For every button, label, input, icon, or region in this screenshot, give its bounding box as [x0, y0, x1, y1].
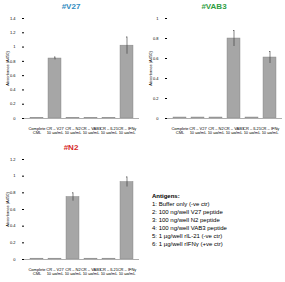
html-text:5: 1 µg/well rIL-21 (-ve ctr): 5: 1 µg/well rIL-21 (-ve ctr) — [152, 233, 223, 239]
svg-text:CR – N210 µg/mL: CR – N210 µg/mL — [208, 126, 226, 134]
svg-text:1: 1 — [13, 44, 16, 49]
svg-text:CR – V2710 µg/mL: CR – V2710 µg/mL — [46, 267, 64, 275]
svg-text:0.4: 0.4 — [153, 76, 159, 81]
svg-text:0.2: 0.2 — [10, 101, 16, 106]
html-text:6: 1 µg/well rIFNγ (+ve ctr): 6: 1 µg/well rIFNγ (+ve ctr) — [152, 241, 223, 247]
svg-text:CR – IL2110 µg/mL: CR – IL2110 µg/mL — [100, 126, 119, 134]
html-text:4: 100 ng/well VAB3 peptide: 4: 100 ng/well VAB3 peptide — [152, 225, 227, 231]
svg-text:0.2: 0.2 — [153, 96, 159, 101]
svg-text:1.2: 1.2 — [10, 30, 16, 35]
svg-text:CR – V2710 µg/mL: CR – V2710 µg/mL — [189, 126, 207, 134]
svg-text:1.2: 1.2 — [10, 157, 16, 162]
svg-text:CR – VAB310 µg/mL: CR – VAB310 µg/mL — [81, 126, 102, 134]
svg-text:0.6: 0.6 — [153, 56, 159, 61]
svg-text:1: 1 — [13, 173, 16, 178]
html-text:#N2: #N2 — [63, 143, 79, 152]
html-text:1: Buffer only (-ve ctr): 1: Buffer only (-ve ctr) — [152, 201, 210, 207]
svg-text:CompleteCML: CompleteCML — [28, 267, 46, 275]
html-text:3: 100 ng/well N2 peptide: 3: 100 ng/well N2 peptide — [152, 217, 220, 223]
svg-text:0.6: 0.6 — [10, 207, 16, 212]
svg-text:0: 0 — [156, 116, 159, 121]
svg-text:CR – IL2110 µg/mL: CR – IL2110 µg/mL — [243, 126, 262, 134]
svg-text:1.4: 1.4 — [10, 16, 16, 21]
svg-text:Absorbance (A450): Absorbance (A450) — [5, 51, 10, 86]
svg-text:Absorbance (A450): Absorbance (A450) — [5, 192, 10, 227]
svg-text:0.8: 0.8 — [10, 190, 16, 195]
svg-text:0.2: 0.2 — [10, 240, 16, 245]
svg-text:CR – IFNγ10 µg/mL: CR – IFNγ10 µg/mL — [118, 126, 137, 134]
svg-text:Absorbance (A450): Absorbance (A450) — [148, 51, 153, 86]
svg-text:0.4: 0.4 — [10, 87, 16, 92]
svg-text:0: 0 — [13, 116, 16, 121]
svg-text:0.4: 0.4 — [10, 223, 16, 228]
svg-text:CR – VAB310 µg/mL: CR – VAB310 µg/mL — [81, 267, 102, 275]
svg-text:0.8: 0.8 — [153, 36, 159, 41]
html-text:Antigens:: Antigens: — [152, 193, 180, 199]
svg-text:CompleteCML: CompleteCML — [171, 126, 189, 134]
html-text:2: 100 ng/well V27 peptide: 2: 100 ng/well V27 peptide — [152, 209, 223, 215]
svg-text:1: 1 — [156, 16, 159, 21]
svg-text:0.6: 0.6 — [10, 73, 16, 78]
svg-text:CR – N210 µg/mL: CR – N210 µg/mL — [65, 126, 83, 134]
svg-text:CR – VAB310 µg/mL: CR – VAB310 µg/mL — [224, 126, 245, 134]
svg-text:0: 0 — [13, 257, 16, 262]
svg-text:CR – IL2110 µg/mL: CR – IL2110 µg/mL — [100, 267, 119, 275]
svg-text:CR – IFNγ10 µg/mL: CR – IFNγ10 µg/mL — [118, 267, 137, 275]
svg-text:CR – V2710 µg/mL: CR – V2710 µg/mL — [46, 126, 64, 134]
html-text:#V27: #V27 — [61, 2, 81, 11]
svg-text:CR – N210 µg/mL: CR – N210 µg/mL — [65, 267, 83, 275]
svg-text:0.8: 0.8 — [10, 59, 16, 64]
html-text:#VAB3: #VAB3 — [201, 2, 227, 11]
svg-text:CR – IFNγ10 µg/mL: CR – IFNγ10 µg/mL — [261, 126, 280, 134]
svg-text:CompleteCML: CompleteCML — [28, 126, 46, 134]
